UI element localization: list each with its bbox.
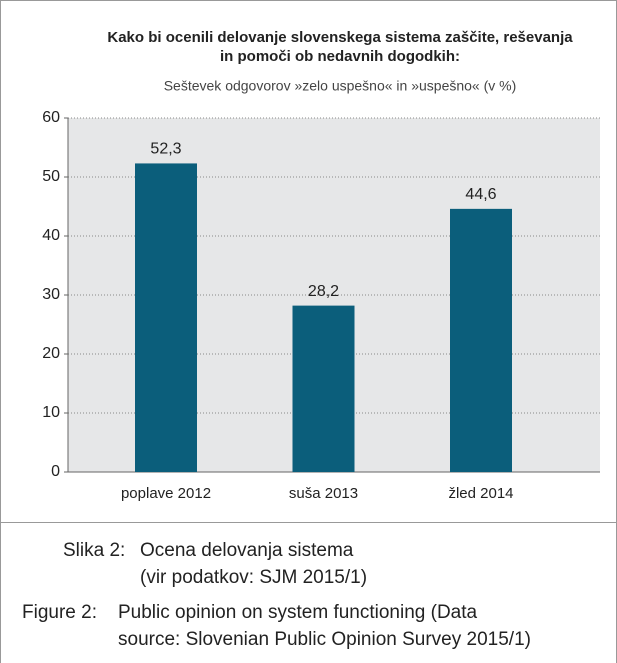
bar	[135, 163, 197, 472]
caption-text: source: Slovenian Public Opinion Survey …	[118, 629, 531, 650]
caption-label: Slika 2:	[63, 540, 125, 561]
y-tick-label: 50	[42, 168, 60, 185]
caption-text: Public opinion on system functioning (Da…	[118, 602, 478, 623]
y-tick-label: 30	[42, 286, 60, 303]
chart-title: Kako bi ocenili delovanje slovenskega si…	[107, 29, 573, 46]
chart-subtitle: Seštevek odgovorov »zelo uspešno« in »us…	[164, 78, 517, 94]
y-tick-label: 20	[42, 345, 60, 362]
x-tick-label: poplave 2012	[121, 485, 211, 502]
caption-text: Ocena delovanja sistema	[140, 540, 354, 561]
data-label: 44,6	[465, 186, 496, 203]
data-label: 52,3	[150, 141, 181, 158]
bar	[292, 305, 355, 472]
caption-label: Figure 2:	[22, 602, 97, 623]
caption-text: (vir podatkov: SJM 2015/1)	[140, 567, 367, 588]
y-tick-label: 10	[42, 404, 60, 421]
chart-title: in pomoči ob nedavnih dogodkih:	[220, 48, 460, 65]
y-tick-label: 0	[51, 463, 60, 480]
bar	[450, 208, 512, 473]
y-tick-label: 60	[42, 109, 60, 126]
x-tick-label: žled 2014	[448, 485, 513, 502]
x-tick-label: suša 2013	[289, 485, 358, 502]
y-tick-label: 40	[42, 227, 60, 244]
data-label: 28,2	[308, 283, 339, 300]
